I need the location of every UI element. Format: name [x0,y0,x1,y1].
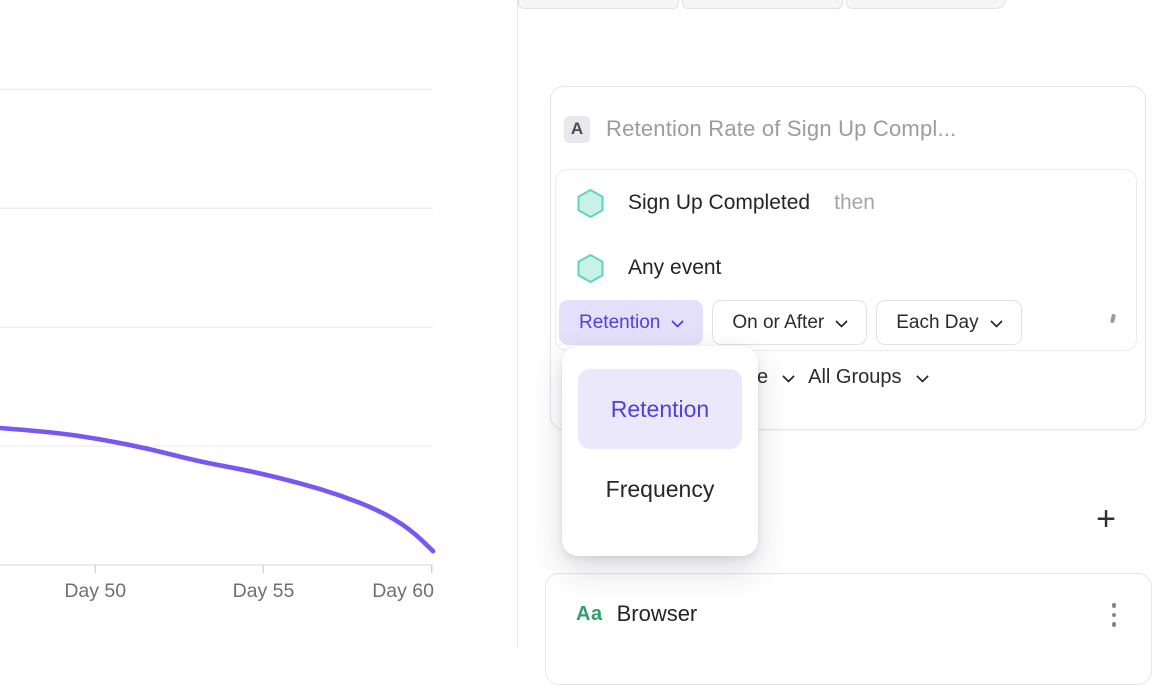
clipped-tab[interactable] [846,0,1007,9]
event-name: Sign Up Completed [628,191,811,214]
measure-dropdown-menu: Retention Frequency [562,346,758,556]
breakdown-card: Aa Browser [545,573,1152,685]
chevron-down-icon [836,317,847,328]
kebab-menu-icon[interactable] [1110,601,1119,629]
event-hexagon-icon [577,253,604,283]
chevron-down-icon [783,372,793,382]
add-button[interactable]: + [1096,500,1116,538]
panel-divider [517,0,518,648]
window-dropdown-label: On or After [732,311,825,333]
measure-dropdown-label: Retention [579,311,661,333]
report-title-input[interactable]: Retention Rate of Sign Up Compl... [606,116,957,141]
clipped-tab[interactable] [518,0,679,9]
x-axis-label: Day 50 [64,580,126,602]
chevron-down-icon [672,317,683,328]
chevron-down-icon [991,317,1002,328]
granularity-dropdown-label: Each Day [896,311,979,333]
menu-item-retention[interactable]: Retention [578,369,742,449]
granularity-dropdown-button[interactable]: Each Day [876,300,1022,345]
x-axis-label: Day 60 [372,580,434,602]
event-suffix-label: then [834,191,875,214]
measurement-controls-row: Retention On or After Each Day [559,300,1022,345]
clipped-dropdown-text: e [757,365,769,388]
retention-line-chart: Day 50 Day 55 Day 60 [0,88,436,602]
breakdown-property-label: Browser [616,601,698,626]
group-by-row[interactable]: e All Groups [757,364,927,390]
event-row-sign-up-completed[interactable]: Sign Up Completed then [556,175,875,231]
menu-item-frequency[interactable]: Frequency [605,475,715,502]
event-hexagon-icon [577,188,604,218]
event-row-any-event[interactable]: Any event [556,240,745,296]
breakdown-row-browser[interactable]: Aa Browser [576,574,697,654]
x-axis-label: Day 55 [233,580,295,602]
event-name: Any event [628,256,722,279]
group-filter-label: All Groups [808,365,902,388]
clipped-tab[interactable] [682,0,843,9]
retention-line [0,425,436,554]
window-dropdown-button[interactable]: On or After [712,300,868,345]
chevron-down-icon [917,372,927,382]
string-type-icon: Aa [576,602,603,625]
measure-dropdown-button[interactable]: Retention [559,300,704,345]
query-card-header: A Retention Rate of Sign Up Compl... [564,114,956,144]
clipped-tab-bar [518,0,1007,9]
series-badge: A [564,115,590,143]
